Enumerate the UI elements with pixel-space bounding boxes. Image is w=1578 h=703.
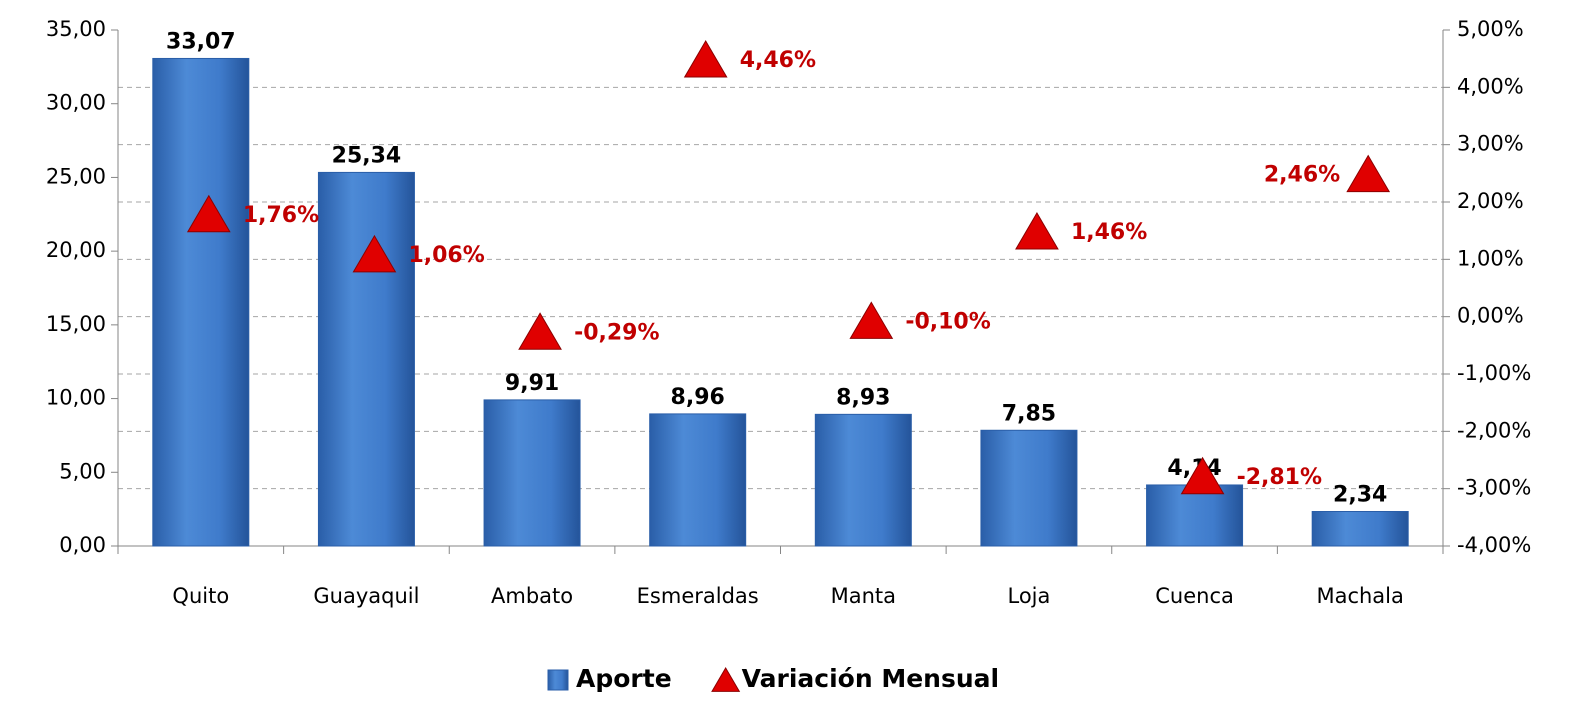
bar-value-label: 7,85	[1002, 401, 1056, 426]
triangle-marker	[1015, 211, 1059, 250]
x-tick-label: Manta	[831, 584, 896, 608]
x-tick-label: Machala	[1316, 584, 1403, 608]
legend-swatch	[711, 667, 741, 692]
bar-value-label: 33,07	[166, 29, 236, 54]
triangle-marker	[186, 194, 231, 233]
y-tick-label: 35,00	[46, 17, 106, 41]
bar	[980, 429, 1078, 547]
bar-value-label: 2,34	[1333, 483, 1387, 508]
x-tick-label: Guayaquil	[313, 584, 419, 608]
x-tick-label: Loja	[1007, 584, 1050, 608]
point-value-label: 4,46%	[740, 48, 816, 73]
bar	[814, 413, 912, 547]
y2-tick-label: 3,00%	[1457, 132, 1524, 156]
point-value-label: 1,76%	[243, 203, 319, 228]
triangle-marker	[352, 234, 397, 273]
y2-tick-label: -4,00%	[1457, 533, 1531, 557]
y-tick-label: 5,00	[59, 459, 106, 483]
y2-tick-label: -1,00%	[1457, 361, 1531, 385]
y2-tick-label: 5,00%	[1457, 17, 1524, 41]
bar	[483, 399, 581, 547]
point-value-label: 1,06%	[408, 243, 484, 268]
x-tick-label: Esmeraldas	[637, 584, 759, 608]
y-tick-label: 10,00	[46, 386, 106, 410]
triangle-marker	[849, 301, 894, 339]
y-tick-label: 25,00	[46, 164, 106, 188]
y2-tick-label: 2,00%	[1457, 189, 1524, 213]
bar-value-label: 8,96	[671, 385, 725, 410]
y2-tick-label: 0,00%	[1457, 304, 1524, 328]
triangle-marker	[683, 39, 728, 78]
triangle-marker	[1180, 456, 1225, 495]
y-tick-label: 15,00	[46, 312, 106, 336]
triangle-marker	[1346, 154, 1391, 193]
bar-value-label: 8,93	[836, 385, 890, 410]
point-value-label: -0,10%	[905, 309, 990, 334]
point-value-label: 1,46%	[1071, 220, 1147, 245]
y2-tick-label: 1,00%	[1457, 246, 1524, 270]
bar-value-label: 9,91	[505, 371, 559, 396]
bar-value-label: 25,34	[332, 143, 402, 168]
y-tick-label: 30,00	[46, 91, 106, 115]
bar	[1311, 511, 1409, 547]
point-value-label: 2,46%	[1264, 163, 1340, 188]
bar	[317, 171, 415, 547]
triangle-marker	[518, 312, 562, 350]
legend-label: Variación Mensual	[742, 664, 999, 693]
bar	[152, 57, 250, 547]
bar	[649, 413, 747, 547]
point-value-label: -0,29%	[574, 320, 659, 345]
legend-label: Aporte	[576, 664, 672, 693]
y2-tick-label: -3,00%	[1457, 476, 1531, 500]
legend-swatch	[547, 669, 569, 691]
y2-tick-label: 4,00%	[1457, 74, 1524, 98]
y-tick-label: 0,00	[59, 533, 106, 557]
y2-tick-label: -2,00%	[1457, 418, 1531, 442]
x-tick-label: Cuenca	[1155, 584, 1234, 608]
point-value-label: -2,81%	[1237, 465, 1322, 490]
y-tick-label: 20,00	[46, 238, 106, 262]
x-tick-label: Ambato	[491, 584, 573, 608]
x-tick-label: Quito	[172, 584, 229, 608]
